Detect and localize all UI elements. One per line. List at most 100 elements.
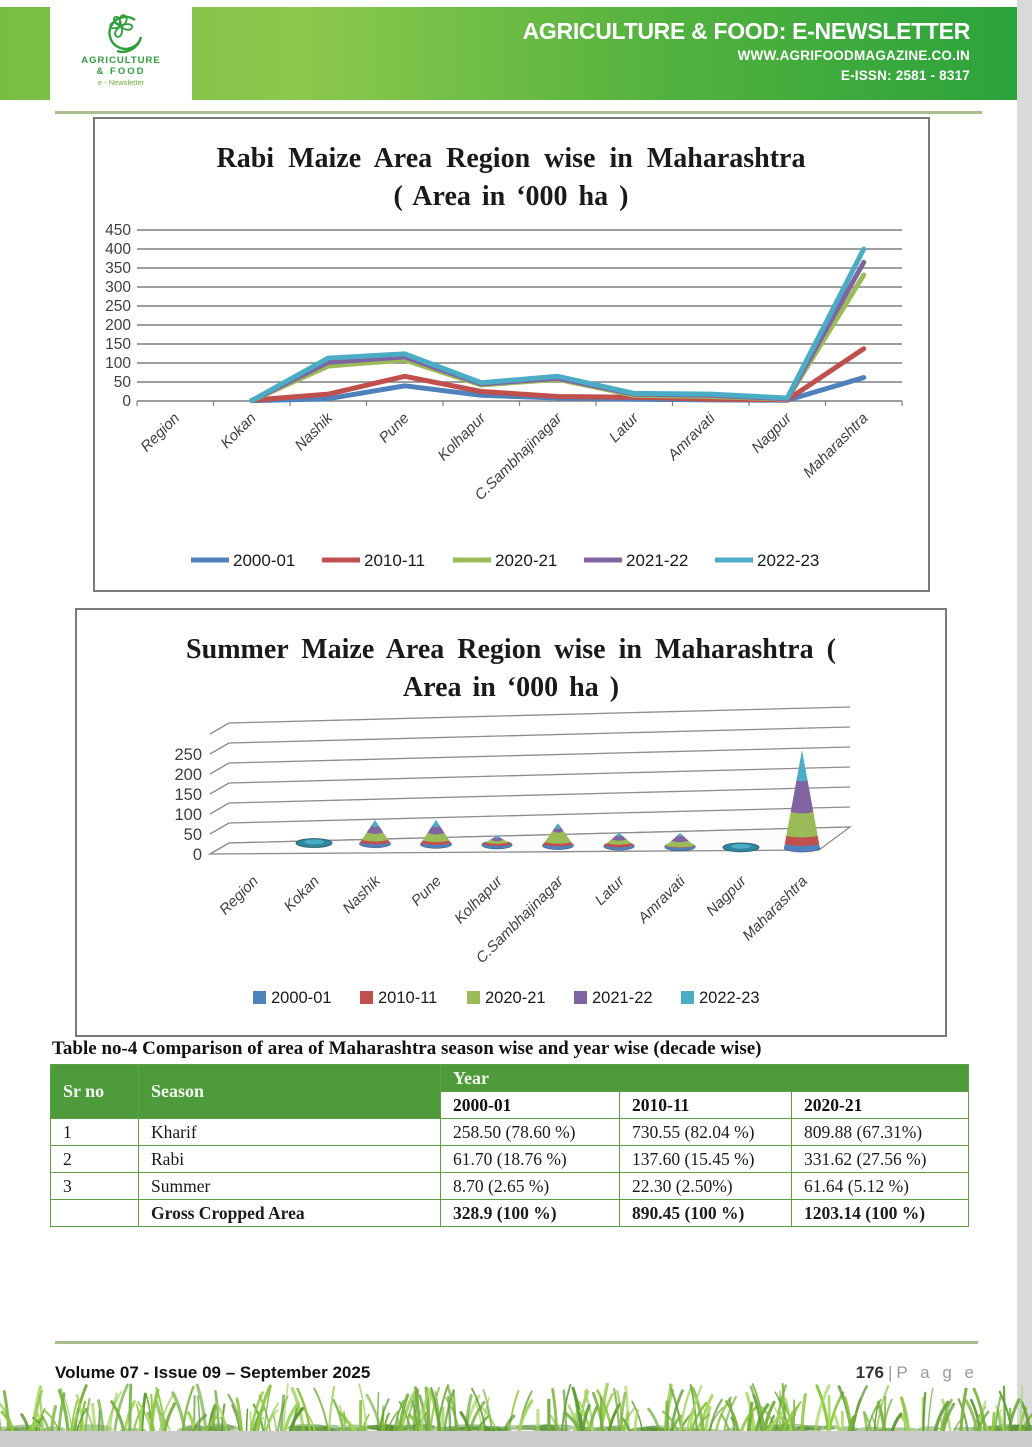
grass-blade — [195, 1383, 208, 1432]
cone-band-2010-11 — [420, 840, 452, 845]
gridline — [228, 726, 851, 744]
grass-blade — [231, 1404, 241, 1432]
x-category-label: Amravati — [634, 872, 689, 927]
cell-value: 61.70 (18.76 %) — [440, 1145, 620, 1173]
legend-swatch-2020-21 — [467, 991, 480, 1004]
y-axis-tick-label: 250 — [105, 298, 131, 315]
grass-blade — [430, 1387, 441, 1432]
grass-blade — [290, 1386, 306, 1432]
newsletter-issn: E-ISSN: 2581 - 8317 — [840, 68, 970, 83]
cone-band-2020-21 — [422, 833, 450, 843]
grass-blade — [708, 1406, 724, 1432]
grass-blade — [977, 1410, 990, 1432]
grass-blade — [138, 1406, 144, 1432]
grass-blade — [72, 1384, 88, 1432]
table-row: 2 Rabi 61.70 (18.76 %) 137.60 (15.45 %) 331.… — [50, 1145, 969, 1173]
grass-blade — [191, 1413, 208, 1432]
legend-swatch-2022-23 — [681, 991, 694, 1004]
grass-blade — [279, 1394, 286, 1432]
logo-text-line1: AGRICULTURE — [81, 55, 161, 66]
grass-blade — [832, 1412, 841, 1432]
grass-blade — [197, 1395, 201, 1432]
cell-value: 328.9 (100 %) — [440, 1199, 620, 1227]
grass-blade — [725, 1400, 740, 1432]
grass-blade — [443, 1389, 455, 1432]
y-axis-tick-label: 250 — [174, 746, 202, 764]
legend-label-2022-23: 2022-23 — [757, 551, 819, 570]
grass-blade — [922, 1391, 927, 1432]
cell-sr-no: 1 — [50, 1118, 139, 1146]
grass-clump — [640, 1425, 661, 1432]
grass-blade — [972, 1387, 987, 1432]
grass-blade — [113, 1383, 129, 1432]
grass-blade — [378, 1398, 390, 1432]
grass-blade — [618, 1391, 627, 1432]
grass-blade — [689, 1401, 708, 1432]
newsletter-title: AGRICULTURE & FOOD: E-NEWSLETTER — [522, 18, 971, 44]
grass-blade — [396, 1416, 400, 1432]
gridline — [228, 786, 851, 804]
cell-sr-no — [50, 1199, 139, 1227]
table-row: Gross Cropped Area 328.9 (100 %) 890.45 (1… — [50, 1199, 969, 1227]
y-axis-tick-label: 150 — [105, 336, 131, 353]
grass-blade — [698, 1394, 714, 1432]
grass-blade — [613, 1387, 621, 1432]
grass-blade — [482, 1389, 493, 1432]
flat-disc-top — [731, 843, 751, 849]
grass-blade — [57, 1388, 70, 1432]
legend-label-2021-22: 2021-22 — [592, 989, 653, 1007]
grass-blade — [563, 1411, 582, 1432]
grass-blade — [105, 1391, 122, 1432]
grass-blade — [471, 1387, 487, 1432]
cone-band-2022-23 — [494, 835, 500, 839]
grass-blade — [123, 1400, 136, 1432]
grass-blade — [436, 1384, 449, 1432]
grass-blade — [171, 1391, 187, 1432]
y-axis-tick-label: 200 — [105, 317, 131, 334]
cone-band-2022-23 — [371, 820, 379, 828]
grass-blade — [288, 1406, 305, 1432]
grass-clump — [325, 1427, 369, 1432]
cone-band-2020-21 — [544, 831, 572, 844]
legend-label-2000-01: 2000-01 — [233, 551, 295, 570]
header-text-block: AGRICULTURE & FOOD: E-NEWSLETTER WWW.AGR… — [522, 17, 971, 86]
grass-blade — [704, 1405, 712, 1432]
grass-blade — [75, 1407, 88, 1432]
cone-band-2021-22 — [611, 835, 627, 841]
grass-blade — [691, 1386, 706, 1432]
grass-blade — [723, 1395, 737, 1432]
x-category-label: Kolhapur — [435, 409, 490, 464]
cone-Nashik — [358, 820, 392, 849]
logo: AGRICULTURE & FOOD e - Newsletter — [50, 7, 192, 100]
grass-blade — [332, 1398, 345, 1432]
grass-blade — [283, 1401, 300, 1432]
grass-blade — [204, 1414, 219, 1432]
legend-label-2022-23: 2022-23 — [699, 989, 760, 1007]
legend-label-2020-21: 2020-21 — [485, 989, 546, 1007]
cell-value: 890.45 (100 %) — [619, 1199, 792, 1227]
grass-blade — [429, 1386, 441, 1432]
x-category-label: Region — [137, 410, 183, 456]
grass-blade — [778, 1390, 782, 1432]
cone-band-2020-21 — [361, 832, 389, 842]
cone-band-2000-01 — [784, 844, 820, 850]
cone-band-2022-23 — [796, 749, 808, 782]
grass-blade — [340, 1416, 358, 1432]
legend-swatch-2010-11 — [360, 991, 373, 1004]
x-category-label: Region — [216, 873, 262, 919]
footer-page-indicator: 176 | P a g e — [856, 1363, 978, 1383]
x-category-label: Kolhapur — [451, 872, 506, 927]
y-axis-tick-label: 350 — [105, 260, 131, 277]
grass-blade — [991, 1411, 996, 1432]
grass-blade — [128, 1383, 133, 1432]
x-category-label: Kokan — [281, 873, 323, 915]
x-category-label: Pune — [408, 873, 445, 910]
y-axis-tick-label: 400 — [105, 241, 131, 258]
x-category-label: Maharashtra — [800, 410, 872, 482]
grass-blade — [282, 1383, 289, 1432]
cone-Kolhapur — [481, 835, 513, 850]
grass-blade — [621, 1407, 636, 1432]
grass-blade — [313, 1387, 330, 1432]
page-number: 176 — [855, 1363, 884, 1382]
